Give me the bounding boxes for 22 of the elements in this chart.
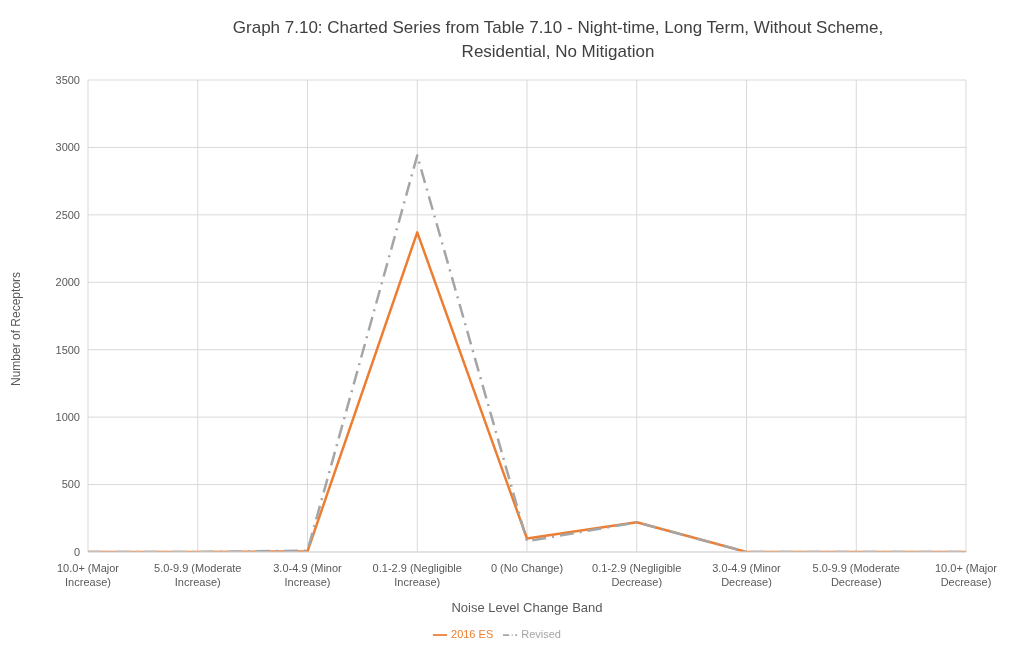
- x-axis-title: Noise Level Change Band: [451, 600, 603, 615]
- y-tick-label: 500: [61, 478, 80, 491]
- x-tick-label: 3.0-4.9 (Minor Decrease): [712, 562, 782, 588]
- y-axis-title: Number of Receptors: [9, 271, 24, 386]
- x-tick-label: 10.0+ (Major Increase): [56, 562, 120, 588]
- x-tick-label: 10.0+ (Major Decrease): [934, 562, 998, 588]
- y-tick-label: 1000: [55, 411, 80, 424]
- y-tick-label: 1500: [55, 343, 80, 356]
- legend-label: Revised: [521, 628, 561, 640]
- x-tick-label: 5.0-9.9 (Moderate Decrease): [812, 562, 900, 588]
- chart-title: Graph 7.10: Charted Series from Table 7.10 - Night-time, Long Term, Without Scheme, Residential, No Mitigation: [231, 17, 885, 63]
- x-tick-label: 0.1-2.9 (Negligible Increase): [372, 562, 462, 588]
- x-tick-label: 0.1-2.9 (Negligible Decrease): [592, 562, 682, 588]
- y-tick-label: 3000: [55, 141, 80, 154]
- x-tick-label: 0 (No Change): [490, 562, 564, 574]
- x-tick-label: 3.0-4.9 (Minor Increase): [273, 562, 343, 588]
- legend-label: 2016 ES: [451, 628, 494, 640]
- y-tick-label: 2000: [55, 276, 80, 289]
- y-tick-label: 2500: [55, 208, 80, 221]
- y-tick-label: 3500: [55, 73, 80, 86]
- x-tick-label: 5.0-9.9 (Moderate Increase): [154, 562, 242, 588]
- y-tick-label: 0: [73, 545, 80, 558]
